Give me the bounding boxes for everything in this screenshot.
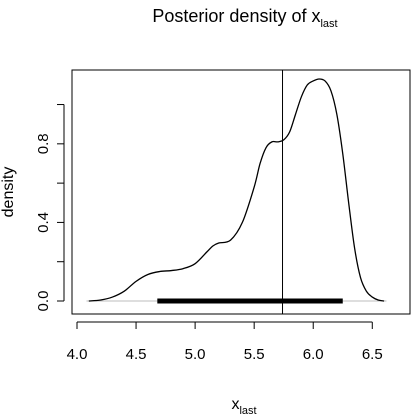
y-axis-label: density	[0, 167, 17, 218]
plot-box	[71, 69, 411, 315]
x-tick-label: 6.0	[303, 346, 324, 363]
x-tick-label: 5.5	[244, 346, 265, 363]
x-tick-label: 4.5	[126, 346, 147, 363]
x-axis-label-main: x	[231, 396, 239, 413]
x-axis-label-subscript: last	[239, 405, 256, 415]
chart-title: Posterior density of xlast	[152, 6, 337, 30]
y-tick-label: 0.4	[35, 212, 52, 233]
density-curve	[88, 78, 385, 302]
x-tick-label: 5.0	[185, 346, 206, 363]
x-axis-label: xlast	[231, 396, 256, 415]
x-tick-label: 4.0	[67, 346, 88, 363]
y-tick-label: 0.8	[35, 133, 52, 154]
x-axis: 4.0 4.5 5.0 5.5 6.0 6.5	[67, 321, 383, 363]
chart-title-main: Posterior density of x	[152, 6, 320, 26]
chart-title-subscript: last	[320, 18, 337, 30]
x-tick-label: 6.5	[362, 346, 383, 363]
y-axis: 0.0 0.4 0.8	[35, 104, 65, 312]
y-tick-label: 0.0	[35, 291, 52, 312]
